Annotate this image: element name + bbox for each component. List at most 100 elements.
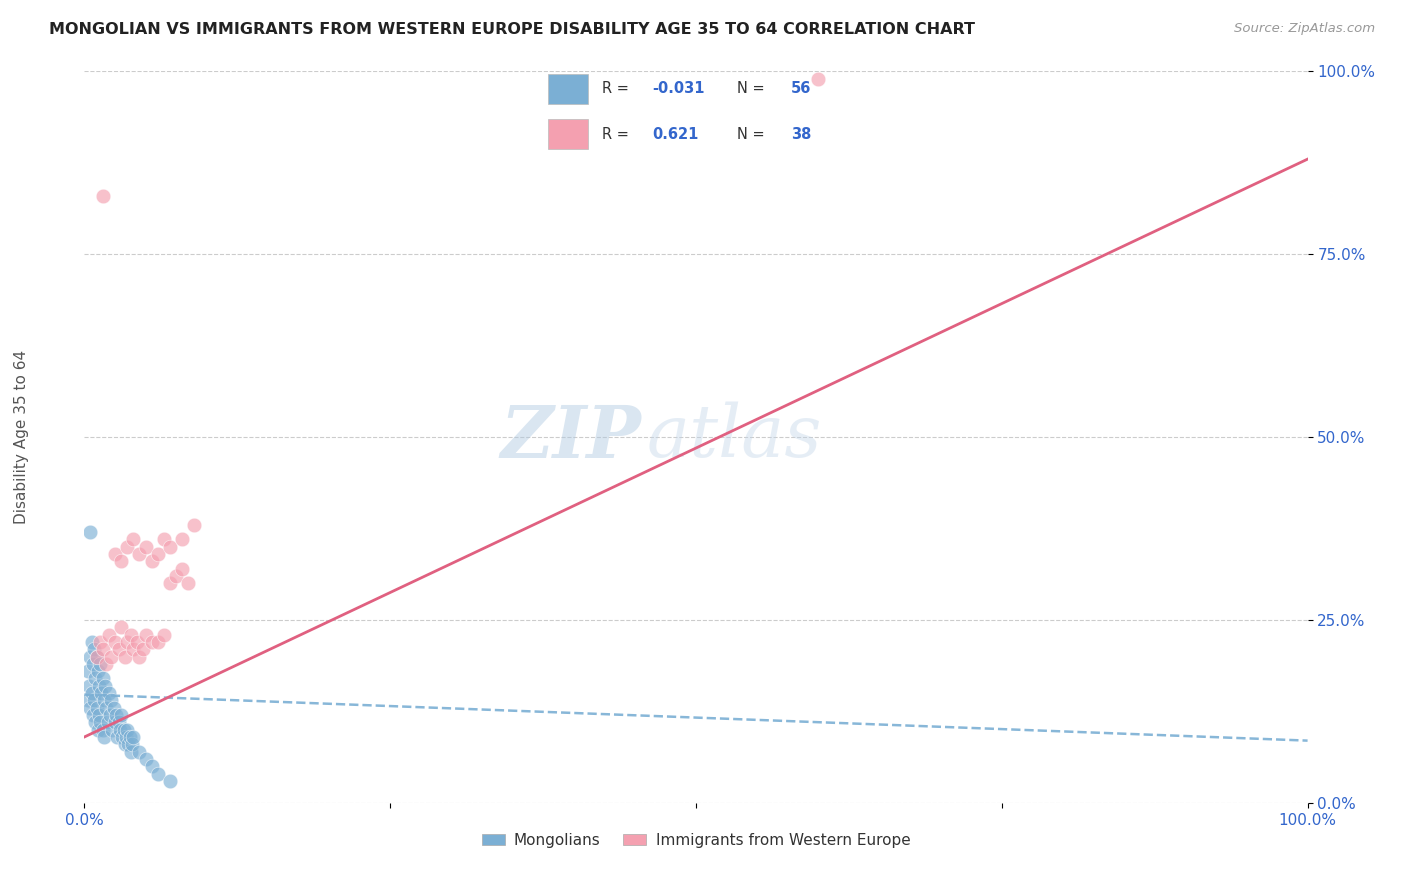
- Point: [80, 686, 103, 700]
- Point: [125, 635, 148, 649]
- Point: [104, 715, 127, 730]
- Point: [77, 679, 100, 693]
- Text: ZIP: ZIP: [501, 401, 641, 473]
- Point: [135, 752, 157, 766]
- Point: [121, 737, 143, 751]
- Point: [141, 759, 163, 773]
- Point: [101, 723, 124, 737]
- Point: [110, 708, 132, 723]
- Point: [82, 708, 104, 723]
- Point: [146, 635, 169, 649]
- Point: [84, 715, 107, 730]
- Point: [97, 686, 120, 700]
- Point: [117, 737, 139, 751]
- Point: [105, 730, 128, 744]
- Point: [77, 664, 100, 678]
- Point: [89, 635, 111, 649]
- Point: [104, 547, 127, 561]
- Point: [97, 715, 120, 730]
- Point: [122, 642, 145, 657]
- Point: [97, 627, 120, 641]
- Point: [120, 627, 142, 641]
- Point: [82, 657, 104, 671]
- Point: [104, 635, 127, 649]
- Point: [89, 715, 111, 730]
- Point: [177, 576, 200, 591]
- Point: [172, 533, 194, 547]
- Point: [87, 708, 110, 723]
- Text: atlas: atlas: [647, 401, 823, 473]
- Point: [91, 188, 114, 202]
- Point: [114, 737, 136, 751]
- Point: [807, 71, 830, 86]
- Point: [105, 708, 128, 723]
- Point: [90, 686, 112, 700]
- Point: [172, 562, 194, 576]
- Point: [128, 649, 150, 664]
- Point: [103, 700, 125, 714]
- Point: [115, 635, 138, 649]
- Point: [153, 627, 176, 641]
- Point: [83, 642, 105, 657]
- Point: [115, 540, 138, 554]
- Point: [93, 730, 115, 744]
- Point: [108, 723, 131, 737]
- Point: [110, 554, 132, 568]
- Point: [128, 547, 150, 561]
- Y-axis label: Disability Age 35 to 64: Disability Age 35 to 64: [14, 350, 28, 524]
- Point: [128, 745, 150, 759]
- Point: [96, 657, 118, 671]
- Point: [100, 693, 122, 707]
- Point: [118, 730, 141, 744]
- Point: [120, 745, 142, 759]
- Point: [89, 657, 111, 671]
- Point: [146, 547, 169, 561]
- Point: [122, 730, 145, 744]
- Point: [122, 533, 145, 547]
- Point: [87, 679, 110, 693]
- Point: [159, 773, 181, 788]
- Point: [100, 649, 122, 664]
- Point: [91, 723, 114, 737]
- Point: [141, 554, 163, 568]
- Legend: Mongolians, Immigrants from Western Europe: Mongolians, Immigrants from Western Euro…: [475, 827, 917, 854]
- Text: N =: N =: [737, 127, 769, 142]
- Point: [79, 649, 101, 664]
- Point: [96, 700, 118, 714]
- Point: [86, 700, 108, 714]
- Point: [91, 672, 114, 686]
- Text: 0.621: 0.621: [652, 127, 699, 142]
- Point: [87, 664, 110, 678]
- Text: N =: N =: [737, 81, 769, 96]
- Point: [94, 679, 117, 693]
- Text: Source: ZipAtlas.com: Source: ZipAtlas.com: [1234, 22, 1375, 36]
- Point: [146, 766, 169, 780]
- Text: 56: 56: [790, 81, 811, 96]
- Point: [141, 635, 163, 649]
- Point: [165, 569, 187, 583]
- Point: [135, 627, 157, 641]
- Point: [107, 642, 129, 657]
- Point: [115, 730, 138, 744]
- Point: [135, 540, 157, 554]
- Point: [114, 649, 136, 664]
- Point: [183, 517, 205, 532]
- Point: [132, 642, 155, 657]
- Point: [98, 708, 121, 723]
- Text: MONGOLIAN VS IMMIGRANTS FROM WESTERN EUROPE DISABILITY AGE 35 TO 64 CORRELATION : MONGOLIAN VS IMMIGRANTS FROM WESTERN EUR…: [49, 22, 976, 37]
- Point: [80, 635, 103, 649]
- FancyBboxPatch shape: [548, 74, 588, 103]
- Text: R =: R =: [602, 81, 633, 96]
- Point: [87, 723, 110, 737]
- Point: [86, 649, 108, 664]
- Point: [112, 723, 135, 737]
- Point: [159, 540, 181, 554]
- Point: [110, 620, 132, 634]
- Point: [83, 693, 105, 707]
- Point: [77, 693, 100, 707]
- Point: [79, 700, 101, 714]
- Point: [111, 730, 134, 744]
- FancyBboxPatch shape: [548, 120, 588, 149]
- Point: [107, 715, 129, 730]
- Point: [115, 723, 138, 737]
